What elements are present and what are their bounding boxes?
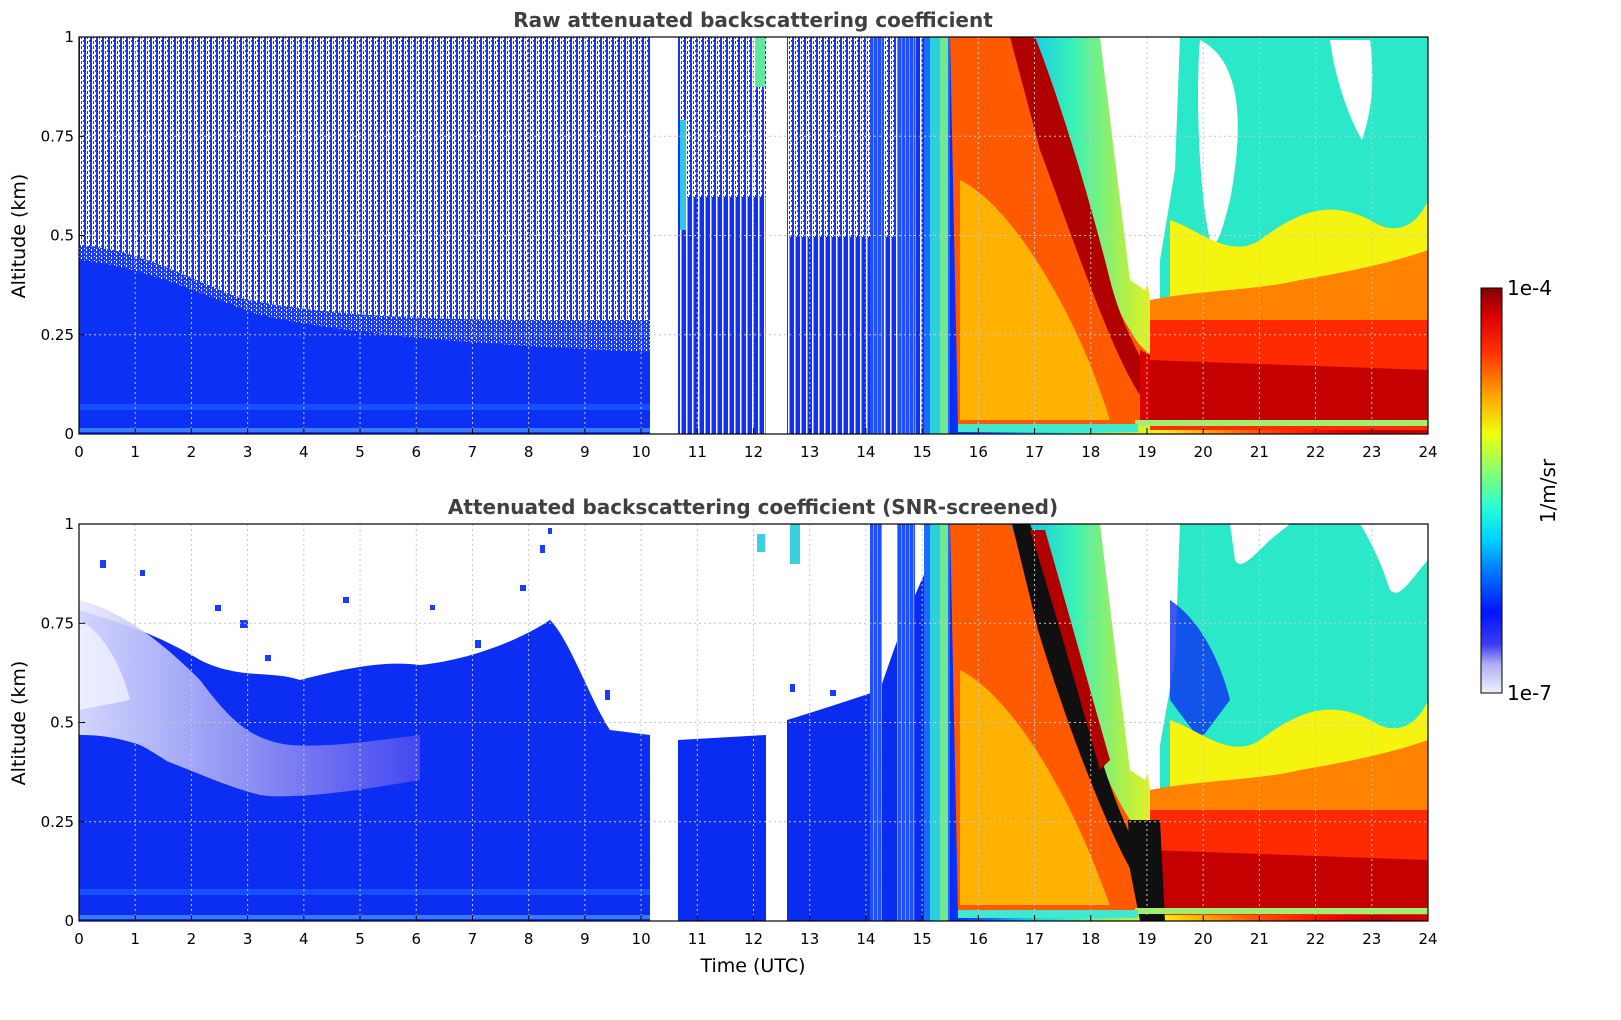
x-tick-label: 12: [744, 930, 763, 948]
x-tick-label: 18: [1081, 443, 1100, 461]
x-tick-label: 3: [243, 443, 253, 461]
x-axis-label: Time (UTC): [699, 955, 805, 977]
x-tick-label: 15: [913, 930, 932, 948]
panel-screened: Attenuated backscattering coefficient (S…: [8, 495, 1438, 977]
x-tick-label: 15: [913, 443, 932, 461]
x-tick-label: 19: [1137, 930, 1156, 948]
x-tick-label: 0: [74, 930, 84, 948]
y-tick-label: 0: [64, 912, 74, 930]
panel-raw: Raw attenuated backscattering coefficien…: [8, 8, 1438, 461]
x-tick-label: 17: [1025, 443, 1044, 461]
y-tick-label: 1: [64, 515, 74, 533]
y-tick-label: 0.75: [41, 127, 74, 145]
x-tick-label: 5: [355, 930, 365, 948]
x-tick-label: 13: [800, 443, 819, 461]
grid-1: [79, 37, 1428, 434]
x-tick-label: 17: [1025, 930, 1044, 948]
x-tick-label: 13: [800, 930, 819, 948]
x-tick-label: 4: [299, 930, 309, 948]
x-tick-label: 3: [243, 930, 253, 948]
x-tick-label: 6: [411, 443, 421, 461]
x-tick-label: 20: [1194, 930, 1213, 948]
data-gap-2: [766, 37, 787, 434]
x-tick-label: 14: [856, 930, 875, 948]
panel-1-title: Raw attenuated backscattering coefficien…: [513, 8, 993, 32]
x-tick-label: 2: [187, 930, 197, 948]
x-tick-label: 10: [632, 930, 651, 948]
x-tick-label: 14: [856, 443, 875, 461]
x-tick-label: 16: [969, 930, 988, 948]
x-tick-label: 11: [688, 443, 707, 461]
x-tick-label: 23: [1362, 930, 1381, 948]
y-tick-label: 0.25: [41, 813, 74, 831]
colorbar-gradient: [1480, 287, 1503, 694]
colorbar: 1e-4 1e-7 1/m/sr: [1480, 276, 1560, 705]
colorbar-unit-label: 1/m/sr: [1536, 458, 1560, 523]
x-tick-label: 23: [1362, 443, 1381, 461]
x-tick-label: 0: [74, 443, 84, 461]
x-tick-label: 24: [1418, 930, 1437, 948]
x-tick-label: 21: [1250, 443, 1269, 461]
data-gap-4: [766, 524, 787, 921]
x-tick-label: 2: [187, 443, 197, 461]
panel-2-title: Attenuated backscattering coefficient (S…: [448, 495, 1058, 519]
grid-2: [79, 524, 1428, 921]
x-tick-label: 20: [1194, 443, 1213, 461]
x-tick-label: 7: [468, 443, 478, 461]
colorbar-min-label: 1e-7: [1507, 681, 1552, 705]
x-tick-label: 21: [1250, 930, 1269, 948]
x-tick-label: 5: [355, 443, 365, 461]
x-tick-label: 8: [524, 930, 534, 948]
y-tick-label: 0.75: [41, 614, 74, 632]
x-tick-label: 1: [130, 443, 140, 461]
x-tick-label: 9: [580, 443, 590, 461]
x-tick-label: 19: [1137, 443, 1156, 461]
x-tick-label: 9: [580, 930, 590, 948]
pale-region: [79, 600, 420, 797]
y-tick-label: 1: [64, 28, 74, 46]
y-axis-2: 0 0.25 0.5 0.75 1: [41, 515, 85, 930]
x-axis-2: 0 1 2 3 4 5 6 7 8 9 10 11 12 13 14 15 16 17 18 19 20 21 22 23 24: [74, 915, 1438, 948]
x-tick-label: 1: [130, 930, 140, 948]
x-tick-label: 10: [632, 443, 651, 461]
y-tick-label: 0.25: [41, 326, 74, 344]
x-tick-label: 11: [688, 930, 707, 948]
y-axis-label-2: Altitude (km): [8, 661, 30, 786]
x-tick-label: 4: [299, 443, 309, 461]
x-tick-label: 24: [1418, 443, 1437, 461]
x-tick-label: 12: [744, 443, 763, 461]
x-tick-label: 22: [1306, 443, 1325, 461]
x-tick-label: 22: [1306, 930, 1325, 948]
x-axis-1: 0 1 2 3 4 5 6 7 8 9 10 11 12 13 14 15 16 17 18 19 20 21 22 23 24: [74, 428, 1438, 461]
y-tick-label: 0: [64, 425, 74, 443]
colorbar-max-label: 1e-4: [1507, 276, 1552, 300]
y-axis-label-1: Altitude (km): [8, 174, 30, 299]
x-tick-label: 7: [468, 930, 478, 948]
x-tick-label: 16: [969, 443, 988, 461]
y-tick-label: 0.5: [50, 227, 74, 245]
x-tick-label: 8: [524, 443, 534, 461]
y-tick-label: 0.5: [50, 714, 74, 732]
y-axis-1: 0 0.25 0.5 0.75 1: [41, 28, 85, 443]
x-tick-label: 6: [411, 930, 421, 948]
x-tick-label: 18: [1081, 930, 1100, 948]
